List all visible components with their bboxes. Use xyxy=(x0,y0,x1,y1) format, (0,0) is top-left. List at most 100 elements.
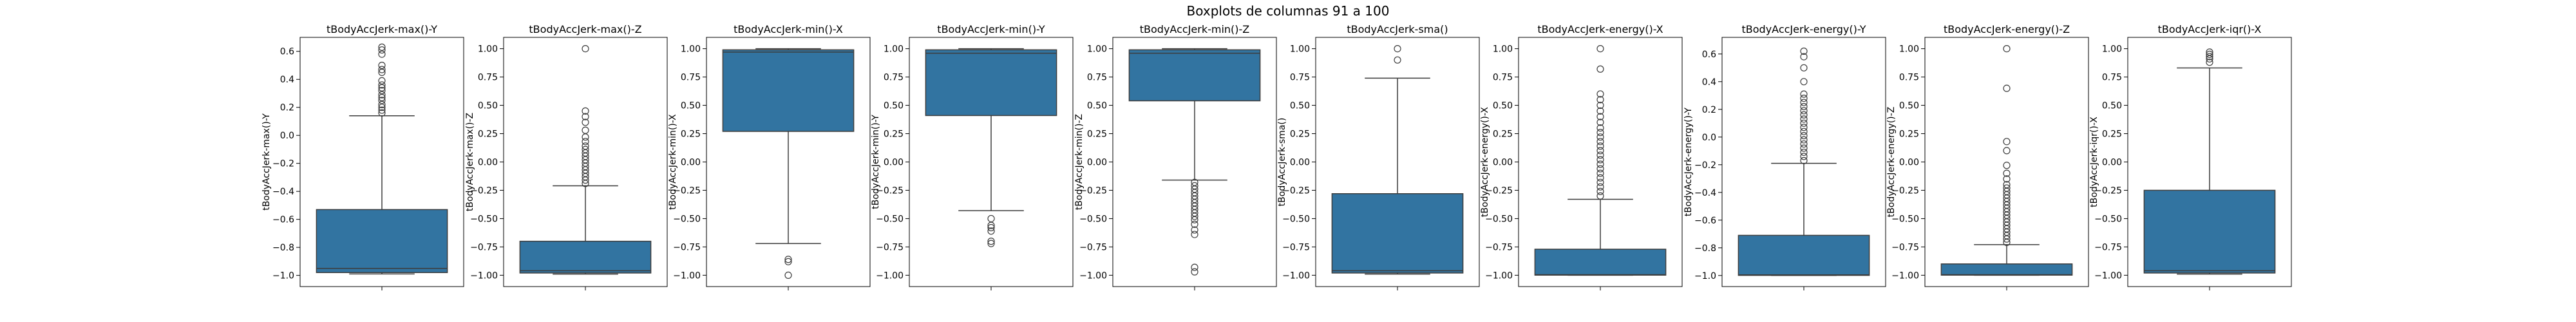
outlier-point xyxy=(2206,59,2213,66)
y-tick-label: −0.50 xyxy=(1079,214,1107,224)
y-tick-label: −0.2 xyxy=(272,159,294,169)
panel-title: tBodyAccJerk-sma() xyxy=(1347,23,1448,35)
y-tick-label: 0.75 xyxy=(478,73,498,83)
y-tick-label: 0.4 xyxy=(280,75,294,85)
outlier-point xyxy=(1394,56,1401,64)
y-tick-label: −0.25 xyxy=(876,185,904,196)
outlier-point xyxy=(1800,136,1808,144)
outlier-point xyxy=(582,142,589,150)
outlier-point xyxy=(2206,53,2213,61)
outlier-point xyxy=(784,258,792,265)
outlier-point xyxy=(378,46,386,54)
outlier-point xyxy=(1800,132,1808,140)
figure-title: Boxplots de columnas 91 a 100 xyxy=(1187,3,1390,19)
y-tick-label: −1.00 xyxy=(470,270,498,281)
outlier-point xyxy=(2206,50,2213,58)
outlier-point xyxy=(987,214,995,223)
y-tick-label: 0.00 xyxy=(884,158,904,168)
y-tick-label: 0.6 xyxy=(280,47,294,57)
y-tick-label: −1.00 xyxy=(2094,270,2122,281)
outlier-point xyxy=(2003,181,2011,189)
y-axis-label: tBodyAccJerk-min()-X xyxy=(668,114,678,210)
outlier-point xyxy=(1596,101,1604,109)
outlier-point xyxy=(1596,90,1604,98)
y-tick-label: 0.00 xyxy=(1087,158,1107,168)
y-tick-label: −1.00 xyxy=(1891,270,1919,281)
y-tick-label: 0.25 xyxy=(884,129,904,140)
y-tick-label: 0.2 xyxy=(1702,105,1716,115)
iqr-box xyxy=(925,49,1057,117)
outlier-point xyxy=(1800,95,1808,102)
outlier-point xyxy=(1596,107,1604,115)
y-tick-label: 0.6 xyxy=(1702,50,1716,60)
outlier-point xyxy=(1191,263,1198,271)
y-tick-label: 0.25 xyxy=(1899,129,1919,140)
outlier-point xyxy=(1800,99,1808,106)
y-tick-label: 0.25 xyxy=(478,129,498,140)
y-tick-label: 0.2 xyxy=(280,103,294,113)
iqr-box xyxy=(1128,49,1261,102)
outlier-point xyxy=(987,227,995,235)
y-tick-label: 0.50 xyxy=(1087,101,1107,111)
iqr-box xyxy=(316,209,448,274)
y-tick-label: −0.75 xyxy=(2094,242,2122,252)
outlier-point xyxy=(378,84,386,91)
y-tick-label: −0.50 xyxy=(470,214,498,224)
outlier-point xyxy=(987,223,995,232)
y-tick-label: 0.50 xyxy=(2102,101,2122,111)
boxplot-panel: tBodyAccJerk-max()-Z tBodyAccJerk-max()-Z… xyxy=(465,23,668,290)
plot-frame xyxy=(1924,37,2089,287)
outlier-point xyxy=(1800,78,1808,86)
outlier-point xyxy=(582,133,589,141)
boxplot-panel: tBodyAccJerk-min()-Z tBodyAccJerk-min()-Z… xyxy=(1074,23,1277,290)
y-tick-label: 0.00 xyxy=(1899,158,1919,168)
y-tick-label: 0.50 xyxy=(681,101,701,111)
outlier-point xyxy=(1596,44,1604,53)
panel-title: tBodyAccJerk-iqr()-X xyxy=(2158,23,2262,35)
outlier-point xyxy=(1800,144,1808,152)
outlier-point xyxy=(378,109,386,117)
outlier-point xyxy=(1596,156,1604,164)
y-axis-label: tBodyAccJerk-max()-Z xyxy=(465,113,475,211)
outlier-point xyxy=(1800,90,1808,98)
y-tick-label: 1.00 xyxy=(1899,44,1919,55)
y-tick-label: −0.25 xyxy=(1079,185,1107,196)
outlier-point xyxy=(2003,162,2011,169)
iqr-box xyxy=(2143,189,2276,274)
y-tick-label: 0.75 xyxy=(2102,73,2122,83)
outlier-point xyxy=(784,271,792,279)
outlier-point xyxy=(987,238,995,245)
y-tick-label: 0.50 xyxy=(1290,101,1310,111)
outlier-point xyxy=(378,61,386,70)
y-tick-label: −0.2 xyxy=(1694,160,1716,171)
iqr-box xyxy=(1331,193,1464,274)
y-tick-label: −0.50 xyxy=(1485,214,1513,224)
y-tick-label: 0.75 xyxy=(1087,73,1107,83)
y-tick-label: 0.00 xyxy=(2102,158,2122,168)
boxplot-panel: tBodyAccJerk-iqr()-X tBodyAccJerk-iqr()-X… xyxy=(2089,23,2292,290)
boxplot-panel: tBodyAccJerk-energy()-Z tBodyAccJerk-ener… xyxy=(1886,23,2089,290)
y-tick-label: −1.00 xyxy=(876,270,904,281)
y-tick-label: −1.00 xyxy=(1485,270,1513,281)
outlier-point xyxy=(1596,142,1604,150)
y-tick-label: −0.75 xyxy=(876,242,904,252)
boxplot-panel: tBodyAccJerk-sma() tBodyAccJerk-sma() −1.0… xyxy=(1277,23,1480,290)
y-tick-label: −0.6 xyxy=(1694,216,1716,226)
panel-title: tBodyAccJerk-min()-Y xyxy=(937,23,1045,35)
y-tick-label: 1.00 xyxy=(1493,44,1513,55)
outlier-point xyxy=(2003,84,2011,92)
outlier-point xyxy=(1596,160,1604,168)
plot-frame xyxy=(1518,37,1683,287)
outlier-point xyxy=(1596,147,1604,155)
y-tick-label: −0.25 xyxy=(1891,185,1919,196)
outlier-point xyxy=(1800,156,1808,164)
outlier-point xyxy=(1596,178,1604,186)
y-tick-label: −0.75 xyxy=(1891,242,1919,252)
outlier-point xyxy=(1596,187,1604,195)
outlier-point xyxy=(378,87,386,95)
panel-title: tBodyAccJerk-max()-Y xyxy=(327,23,437,35)
outlier-point xyxy=(1596,124,1604,132)
boxplot-panel: tBodyAccJerk-max()-Y tBodyAccJerk-max()-Y… xyxy=(261,23,464,290)
boxplot-panel: tBodyAccJerk-min()-X tBodyAccJerk-min()-X… xyxy=(668,23,871,290)
